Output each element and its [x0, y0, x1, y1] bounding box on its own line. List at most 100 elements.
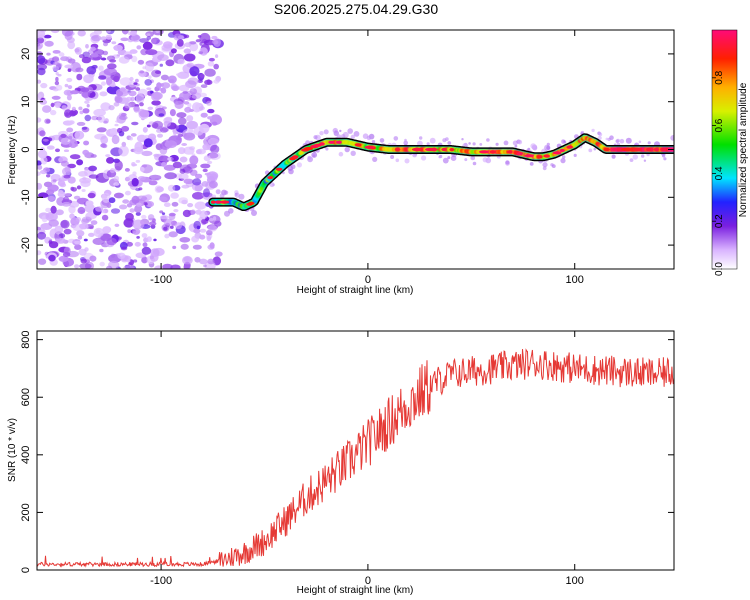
y-tick-label: 0: [20, 567, 32, 573]
noise-blob: [135, 87, 141, 91]
x-tick-label: 0: [365, 575, 371, 587]
track-peak: [411, 147, 421, 152]
noise-blob: [79, 110, 84, 115]
track-peak: [653, 147, 660, 152]
track-halo: [238, 193, 245, 200]
noise-blob: [95, 206, 104, 212]
noise-blob: [45, 189, 55, 195]
noise-blob: [161, 82, 171, 89]
noise-blob: [136, 236, 140, 239]
noise-blob: [37, 250, 42, 256]
noise-blob: [189, 88, 197, 95]
noise-blob: [99, 91, 108, 97]
noise-blob: [170, 192, 179, 199]
noise-blob: [93, 108, 106, 117]
noise-blob: [200, 112, 208, 118]
track-halo: [379, 138, 385, 143]
noise-blob: [85, 200, 94, 207]
noise-blob: [186, 115, 194, 122]
track-halo: [362, 133, 369, 139]
noise-blob: [167, 184, 176, 192]
noise-blob: [213, 216, 217, 221]
noise-blob: [129, 76, 134, 82]
noise-blob: [195, 39, 201, 43]
noise-blob: [208, 57, 215, 62]
noise-blob: [154, 185, 163, 193]
track-halo: [338, 151, 344, 157]
noise-blob: [199, 258, 208, 265]
noise-blob: [213, 63, 219, 70]
noise-blob: [182, 255, 193, 265]
track-halo: [429, 137, 436, 144]
noise-blob: [135, 93, 145, 104]
track-peak: [552, 151, 562, 155]
noise-blob: [118, 130, 125, 137]
noise-blob: [102, 226, 112, 234]
noise-blob: [163, 202, 171, 207]
track-halo: [350, 150, 356, 156]
noise-blob: [123, 218, 134, 228]
noise-blob: [163, 226, 168, 231]
noise-blob: [66, 77, 73, 83]
noise-blob: [161, 161, 167, 168]
noise-blob: [62, 252, 71, 257]
track-peak: [248, 201, 255, 205]
noise-blob: [163, 57, 168, 61]
noise-blob: [183, 146, 195, 155]
track-halo: [224, 190, 229, 195]
colorbar-ticks: 0.0 0.2 0.4 0.6 0.8: [712, 70, 725, 276]
noise-blob: [56, 62, 63, 68]
noise-blob: [101, 214, 109, 221]
noise-blob: [124, 102, 132, 109]
track-peak: [524, 154, 534, 158]
noise-blob: [183, 178, 194, 184]
track-halo: [313, 135, 318, 140]
track-halo: [546, 145, 551, 150]
track-halo: [419, 136, 423, 140]
noise-blob: [54, 102, 61, 108]
colorbar-frame: [711, 29, 738, 270]
noise-blob: [148, 75, 152, 79]
noise-blob: [77, 30, 86, 37]
track-halo: [344, 146, 350, 153]
track-halo: [417, 140, 423, 147]
colorbar-label: Normalized spectral amplitude: [738, 82, 749, 217]
noise-blob: [198, 51, 203, 55]
noise-blob: [126, 259, 131, 263]
noise-blob: [194, 184, 203, 192]
track-peak: [543, 154, 550, 158]
track-halo: [597, 135, 602, 141]
track-halo: [332, 127, 338, 134]
noise-blob: [203, 264, 207, 268]
noise-blob: [159, 215, 169, 220]
noise-blob: [187, 77, 199, 85]
x-tick-label: -100: [150, 575, 172, 587]
noise-blob: [55, 148, 60, 153]
noise-blob: [149, 253, 159, 262]
y-tick-label: 10: [20, 96, 32, 108]
noise-blob: [45, 207, 51, 213]
noise-blob: [192, 244, 202, 250]
noise-blob: [201, 218, 209, 224]
y-tick-label: 20: [20, 48, 32, 60]
noise-blob: [57, 191, 66, 198]
noise-blob: [38, 192, 49, 198]
noise-blob: [66, 250, 79, 258]
colorbar-tick-label: 0.2: [714, 214, 725, 228]
noise-blob: [168, 231, 178, 238]
noise-blob: [52, 179, 57, 182]
noise-blob: [62, 196, 70, 203]
noise-blob: [139, 102, 144, 107]
noise-blob: [97, 114, 106, 123]
y-tick-label: 400: [20, 446, 32, 464]
noise-blob: [92, 237, 105, 245]
track-halo: [438, 155, 442, 159]
noise-blob: [50, 205, 57, 214]
noise-blob: [142, 66, 146, 70]
noise-blob: [68, 120, 75, 125]
noise-blob: [188, 128, 194, 133]
snr-y-label: SNR (10 * v/v): [7, 418, 18, 482]
noise-blob: [141, 150, 153, 157]
noise-blob: [129, 136, 133, 141]
noise-blob: [55, 71, 59, 76]
